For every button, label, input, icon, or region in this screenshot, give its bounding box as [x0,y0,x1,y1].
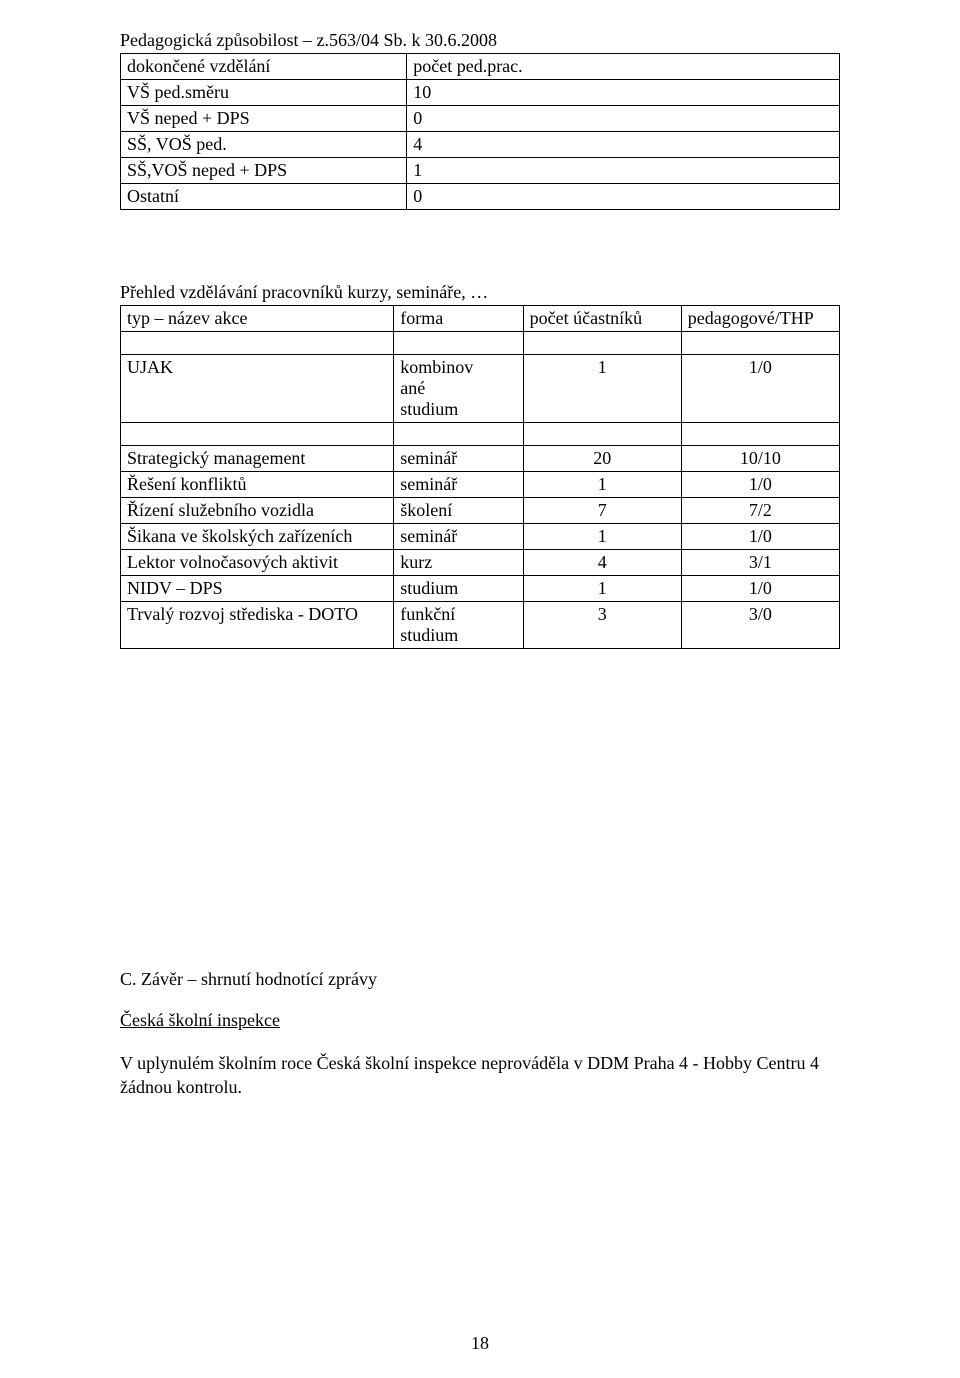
training-row-form: kombinov ané studium [394,355,523,423]
training-intro: Přehled vzdělávání pracovníků kurzy, sem… [120,282,840,303]
training-row-count: 3 [523,602,681,649]
qual-row-label: SŠ,VOŠ neped + DPS [121,158,407,184]
training-header-ratio: pedagogové/THP [681,306,839,332]
conclusion-subheading: Česká školní inspekce [120,1010,840,1031]
qual-row-value: 1 [407,158,840,184]
training-header-count: počet účastníků [523,306,681,332]
table-row: Trvalý rozvoj střediska - DOTO funkční s… [121,602,840,649]
training-row-count: 7 [523,498,681,524]
table-row: Ostatní 0 [121,184,840,210]
table-row: VŠ neped + DPS 0 [121,106,840,132]
spacer [120,649,840,969]
qual-header-label: dokončené vzdělání [121,54,407,80]
training-row-form: funkční studium [394,602,523,649]
training-row-label: NIDV – DPS [121,576,394,602]
training-row-label: Strategický management [121,446,394,472]
training-row-ratio: 1/0 [681,355,839,423]
table-row: Strategický management seminář 20 10/10 [121,446,840,472]
training-row-form: kurz [394,550,523,576]
qual-row-value: 10 [407,80,840,106]
training-row-ratio: 1/0 [681,576,839,602]
training-header-form: forma [394,306,523,332]
training-row-count: 1 [523,355,681,423]
table-header-row: typ – název akce forma počet účastníků p… [121,306,840,332]
training-row-ratio: 10/10 [681,446,839,472]
training-row-ratio: 3/1 [681,550,839,576]
training-row-label: Řešení konfliktů [121,472,394,498]
training-row-label: Šikana ve školských zařízeních [121,524,394,550]
training-row-label: Řízení služebního vozidla [121,498,394,524]
table-header-row: dokončené vzdělání počet ped.prac. [121,54,840,80]
qual-row-label: VŠ neped + DPS [121,106,407,132]
qual-header-value: počet ped.prac. [407,54,840,80]
table-row: VŠ ped.směru 10 [121,80,840,106]
training-row-form: studium [394,576,523,602]
training-row-count: 4 [523,550,681,576]
training-row-count: 1 [523,524,681,550]
training-row-count: 1 [523,472,681,498]
qual-row-label: Ostatní [121,184,407,210]
qual-row-label: SŠ, VOŠ ped. [121,132,407,158]
qual-row-value: 0 [407,184,840,210]
training-row-count: 1 [523,576,681,602]
qual-row-value: 4 [407,132,840,158]
page-number: 18 [0,1333,960,1354]
training-row-label: Trvalý rozvoj střediska - DOTO [121,602,394,649]
training-row-form: seminář [394,472,523,498]
training-row-ratio: 7/2 [681,498,839,524]
conclusion-body: V uplynulém školním roce Česká školní in… [120,1051,840,1100]
training-row-ratio: 1/0 [681,472,839,498]
qual-row-value: 0 [407,106,840,132]
training-header-type: typ – název akce [121,306,394,332]
document-page: Pedagogická způsobilost – z.563/04 Sb. k… [0,0,960,1378]
training-row-form: školení [394,498,523,524]
table-row: Lektor volnočasových aktivit kurz 4 3/1 [121,550,840,576]
training-row-label: Lektor volnočasových aktivit [121,550,394,576]
spacer-row [121,332,840,355]
training-row-form: seminář [394,446,523,472]
spacer [120,210,840,282]
table-row: Řízení služebního vozidla školení 7 7/2 [121,498,840,524]
qualification-table: dokončené vzdělání počet ped.prac. VŠ pe… [120,53,840,210]
qual-row-label: VŠ ped.směru [121,80,407,106]
training-row-ratio: 3/0 [681,602,839,649]
training-row-form: seminář [394,524,523,550]
training-row-label: UJAK [121,355,394,423]
table-row: UJAK kombinov ané studium 1 1/0 [121,355,840,423]
table-row: Šikana ve školských zařízeních seminář 1… [121,524,840,550]
table-row: NIDV – DPS studium 1 1/0 [121,576,840,602]
training-table: typ – název akce forma počet účastníků p… [120,305,840,649]
conclusion-heading: C. Závěr – shrnutí hodnotící zprávy [120,969,840,990]
qualification-title: Pedagogická způsobilost – z.563/04 Sb. k… [120,30,840,51]
training-row-ratio: 1/0 [681,524,839,550]
table-row: SŠ, VOŠ ped. 4 [121,132,840,158]
table-row: SŠ,VOŠ neped + DPS 1 [121,158,840,184]
spacer-row [121,423,840,446]
table-row: Řešení konfliktů seminář 1 1/0 [121,472,840,498]
training-row-count: 20 [523,446,681,472]
